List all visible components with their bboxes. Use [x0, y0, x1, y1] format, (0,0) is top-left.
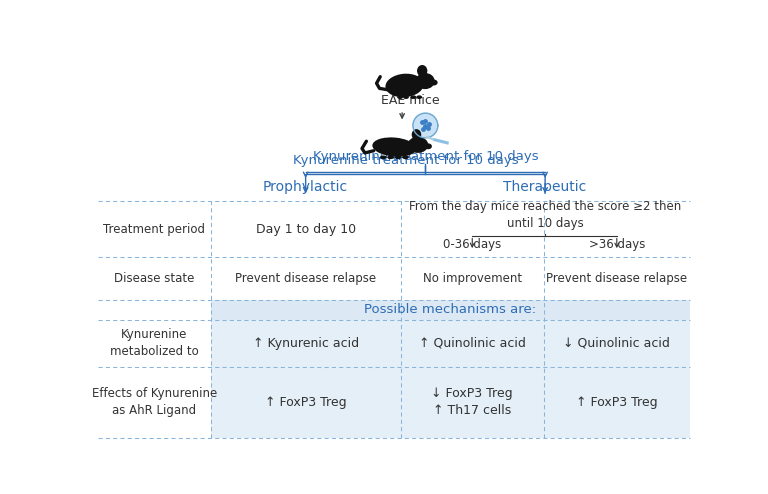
Text: ↑ Kynurenic acid: ↑ Kynurenic acid	[253, 337, 359, 350]
Ellipse shape	[425, 143, 432, 149]
Text: ↓ FoxP3 Treg: ↓ FoxP3 Treg	[432, 387, 513, 400]
Text: >36 days: >36 days	[588, 238, 645, 250]
Bar	[210, 320, 690, 367]
Ellipse shape	[415, 73, 435, 89]
Text: Therapeutic: Therapeutic	[504, 180, 587, 194]
Ellipse shape	[380, 156, 386, 159]
Text: Disease state: Disease state	[114, 272, 194, 285]
Text: From the day mice reached the score ≥2 then
until 10 days: From the day mice reached the score ≥2 t…	[409, 200, 681, 230]
Text: Prevent disease relapse: Prevent disease relapse	[235, 272, 376, 285]
Text: EAE mice: EAE mice	[381, 94, 439, 107]
Ellipse shape	[402, 156, 409, 159]
Bar	[210, 299, 690, 320]
Ellipse shape	[416, 95, 422, 99]
Text: Prevent disease relapse: Prevent disease relapse	[546, 272, 687, 285]
Text: Day 1 to day 10: Day 1 to day 10	[256, 223, 356, 236]
Text: ↑ Th17 cells: ↑ Th17 cells	[433, 404, 511, 417]
FancyArrow shape	[432, 138, 449, 145]
Text: Kynurenine treatment for 10 days: Kynurenine treatment for 10 days	[293, 155, 519, 167]
Text: Kynurenine
metabolized to: Kynurenine metabolized to	[110, 329, 198, 359]
Ellipse shape	[430, 80, 438, 85]
Bar	[98, 257, 690, 299]
Text: Possible mechanisms are:: Possible mechanisms are:	[364, 303, 536, 317]
Ellipse shape	[403, 95, 409, 99]
Bar	[210, 367, 690, 438]
Text: ↓ Quinolinic acid: ↓ Quinolinic acid	[564, 337, 670, 350]
Ellipse shape	[410, 95, 416, 99]
Text: ↑ Quinolinic acid: ↑ Quinolinic acid	[419, 337, 526, 350]
Text: 0-36 days: 0-36 days	[443, 238, 502, 250]
Text: Kynurenine treatment for 10 days: Kynurenine treatment for 10 days	[313, 150, 538, 163]
Ellipse shape	[372, 137, 416, 157]
Ellipse shape	[386, 74, 424, 97]
Text: Treatment period: Treatment period	[103, 223, 205, 236]
Text: No improvement: No improvement	[422, 272, 521, 285]
Text: Effects of Kynurenine
as AhR Ligand: Effects of Kynurenine as AhR Ligand	[91, 387, 217, 417]
Bar	[98, 201, 690, 257]
Bar	[98, 367, 210, 438]
Ellipse shape	[387, 156, 394, 159]
Ellipse shape	[395, 156, 402, 159]
Bar	[98, 299, 210, 320]
Text: Prophylactic: Prophylactic	[263, 180, 348, 194]
Polygon shape	[413, 113, 438, 138]
Ellipse shape	[408, 137, 429, 153]
Ellipse shape	[412, 129, 422, 140]
Bar	[98, 320, 210, 367]
Ellipse shape	[417, 65, 427, 77]
Text: ↑ FoxP3 Treg: ↑ FoxP3 Treg	[265, 396, 346, 409]
Text: ↑ FoxP3 Treg: ↑ FoxP3 Treg	[576, 396, 657, 409]
Ellipse shape	[397, 95, 403, 99]
